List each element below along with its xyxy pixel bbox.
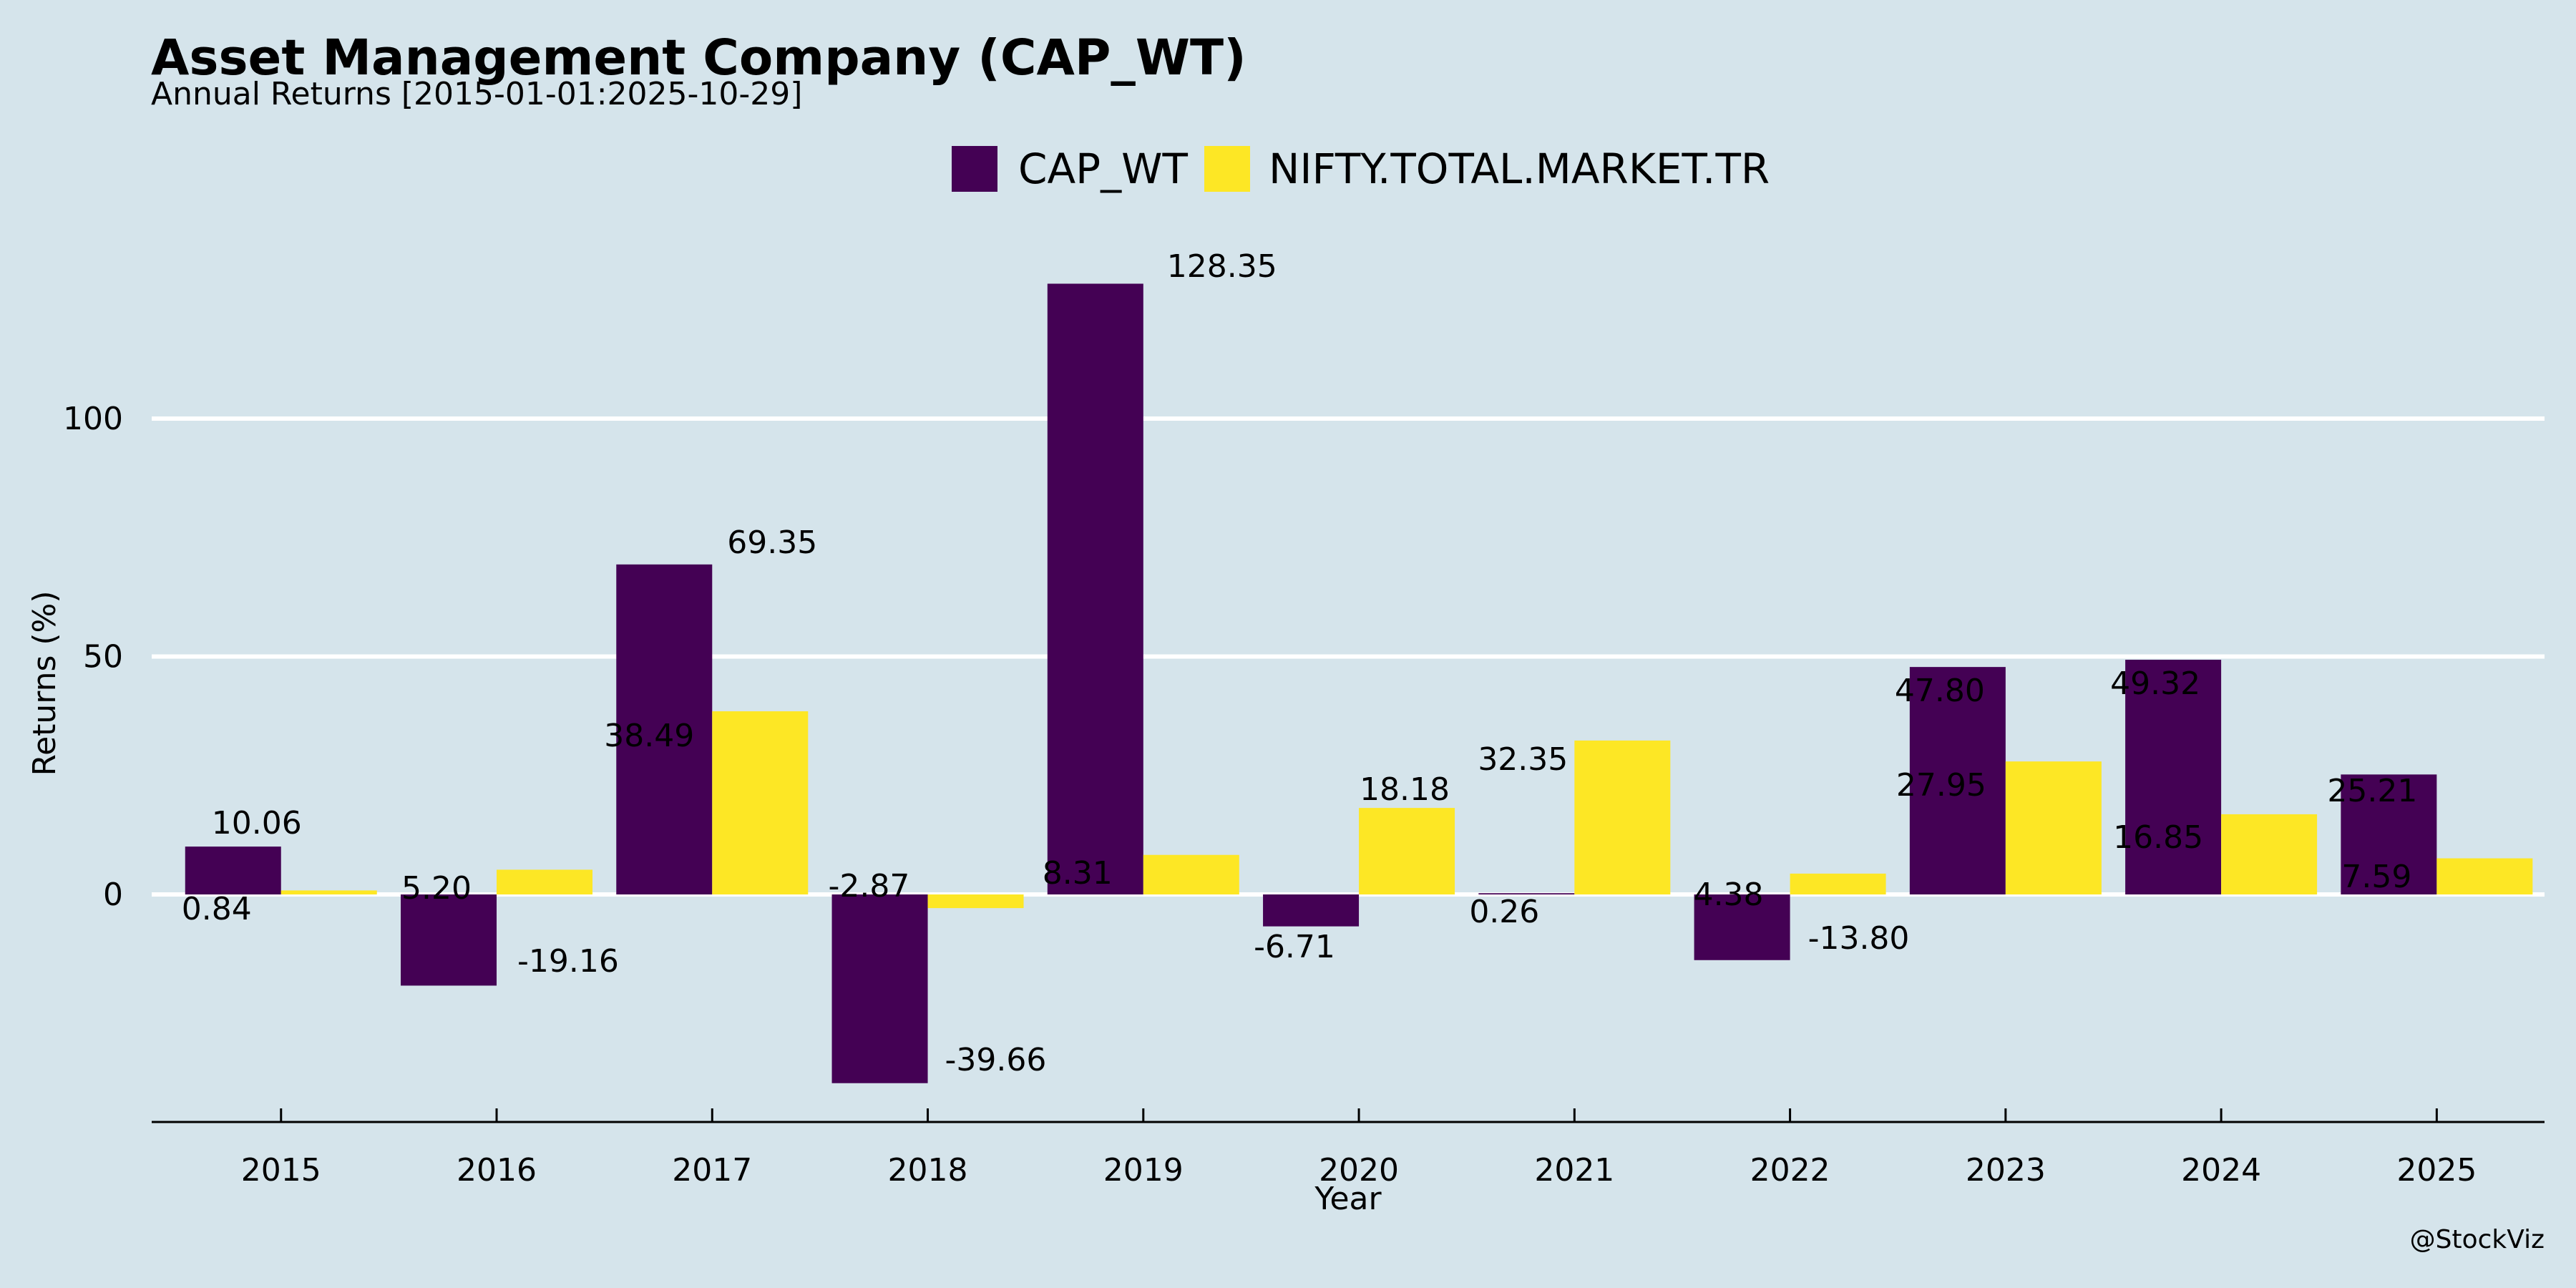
watermark: @StockViz <box>2410 1225 2545 1254</box>
data-label: 0.26 <box>1469 894 1539 930</box>
bar-nifty-2024 <box>2221 814 2318 894</box>
bar-nifty-2017 <box>712 711 809 894</box>
data-label: 25.21 <box>2327 773 2417 809</box>
data-label: 10.06 <box>212 805 302 841</box>
x-tick-label: 2019 <box>1103 1152 1184 1189</box>
data-label: 16.85 <box>2113 819 2203 856</box>
bar-cap-wt-2024 <box>2125 660 2222 894</box>
data-label: 47.80 <box>1895 673 1985 709</box>
data-label: 7.59 <box>2341 859 2411 895</box>
bar-nifty-2020 <box>1359 808 1455 894</box>
legend-label: CAP_WT <box>1018 145 1188 193</box>
data-label: 49.32 <box>2110 665 2200 702</box>
x-tick-label: 2022 <box>1750 1152 1830 1189</box>
x-tick-label: 2020 <box>1319 1152 1399 1189</box>
bar-cap-wt-2015 <box>185 847 281 894</box>
bar-cap-wt-2017 <box>616 564 713 894</box>
data-label: 27.95 <box>1896 767 1986 804</box>
x-tick-label: 2015 <box>241 1152 321 1189</box>
data-label: -13.80 <box>1808 920 1910 957</box>
data-label: 32.35 <box>1478 741 1568 778</box>
y-axis-label: Returns (%) <box>26 590 63 776</box>
x-tick-label: 2025 <box>2396 1152 2477 1189</box>
y-tick-label: 100 <box>63 401 123 437</box>
bar-cap-wt-2018 <box>831 894 928 1083</box>
x-axis-label: Year <box>1314 1181 1382 1217</box>
chart-title: Asset Management Company (CAP_WT) <box>151 29 1246 87</box>
data-label: 38.49 <box>604 718 694 754</box>
bar-nifty-2022 <box>1790 873 1886 894</box>
bars <box>185 283 2533 1083</box>
chart-subtitle: Annual Returns [2015-01-01:2025-10-29] <box>151 76 802 112</box>
data-label: 69.35 <box>727 525 817 561</box>
bar-nifty-2023 <box>2005 761 2102 894</box>
bar-cap-wt-2025 <box>2341 774 2437 894</box>
data-label: 0.84 <box>182 891 252 927</box>
data-labels: 10.06 0.84 -19.16 5.20 69.35 38.49 -39.66 -2.87… <box>182 248 2418 1078</box>
data-label: -39.66 <box>945 1042 1047 1078</box>
y-tick-label: 0 <box>103 877 123 913</box>
data-label: -2.87 <box>829 868 910 904</box>
y-tick-label: 50 <box>83 639 123 675</box>
data-label: -19.16 <box>517 943 619 980</box>
x-tick-label: 2016 <box>457 1152 537 1189</box>
bar-nifty-2025 <box>2436 858 2533 894</box>
bar-nifty-2016 <box>497 869 593 894</box>
data-label: 8.31 <box>1043 855 1113 892</box>
legend-label: NIFTY.TOTAL.MARKET.TR <box>1269 145 1770 193</box>
data-label: 4.38 <box>1694 877 1764 913</box>
y-axis-ticks: 0 50 100 <box>63 401 123 913</box>
x-axis-ticks: 2015 2016 2017 2018 2019 2020 2021 2022 2023 2024… <box>241 1108 2477 1189</box>
x-tick-label: 2024 <box>2181 1152 2261 1189</box>
legend-swatch <box>1204 146 1250 192</box>
bar-cap-wt-2021 <box>1478 893 1575 894</box>
legend: CAP_WT NIFTY.TOTAL.MARKET.TR <box>952 145 1770 193</box>
bar-nifty-2018 <box>927 894 1024 909</box>
bar-cap-wt-2022 <box>1694 894 1790 960</box>
bar-nifty-2015 <box>280 890 377 894</box>
legend-swatch <box>952 146 997 192</box>
bar-cap-wt-2020 <box>1263 894 1360 927</box>
data-label: -6.71 <box>1254 929 1335 965</box>
bar-cap-wt-2023 <box>1909 667 2006 894</box>
data-label: 5.20 <box>401 870 472 907</box>
data-label: 128.35 <box>1167 248 1277 285</box>
data-label: 18.18 <box>1360 771 1450 808</box>
bar-cap-wt-2016 <box>401 894 497 986</box>
x-tick-label: 2023 <box>1966 1152 2046 1189</box>
x-tick-label: 2021 <box>1534 1152 1614 1189</box>
x-tick-label: 2017 <box>672 1152 752 1189</box>
bar-nifty-2019 <box>1143 854 1239 894</box>
x-tick-label: 2018 <box>888 1152 968 1189</box>
bar-nifty-2021 <box>1574 740 1671 894</box>
bar-cap-wt-2019 <box>1047 283 1143 894</box>
